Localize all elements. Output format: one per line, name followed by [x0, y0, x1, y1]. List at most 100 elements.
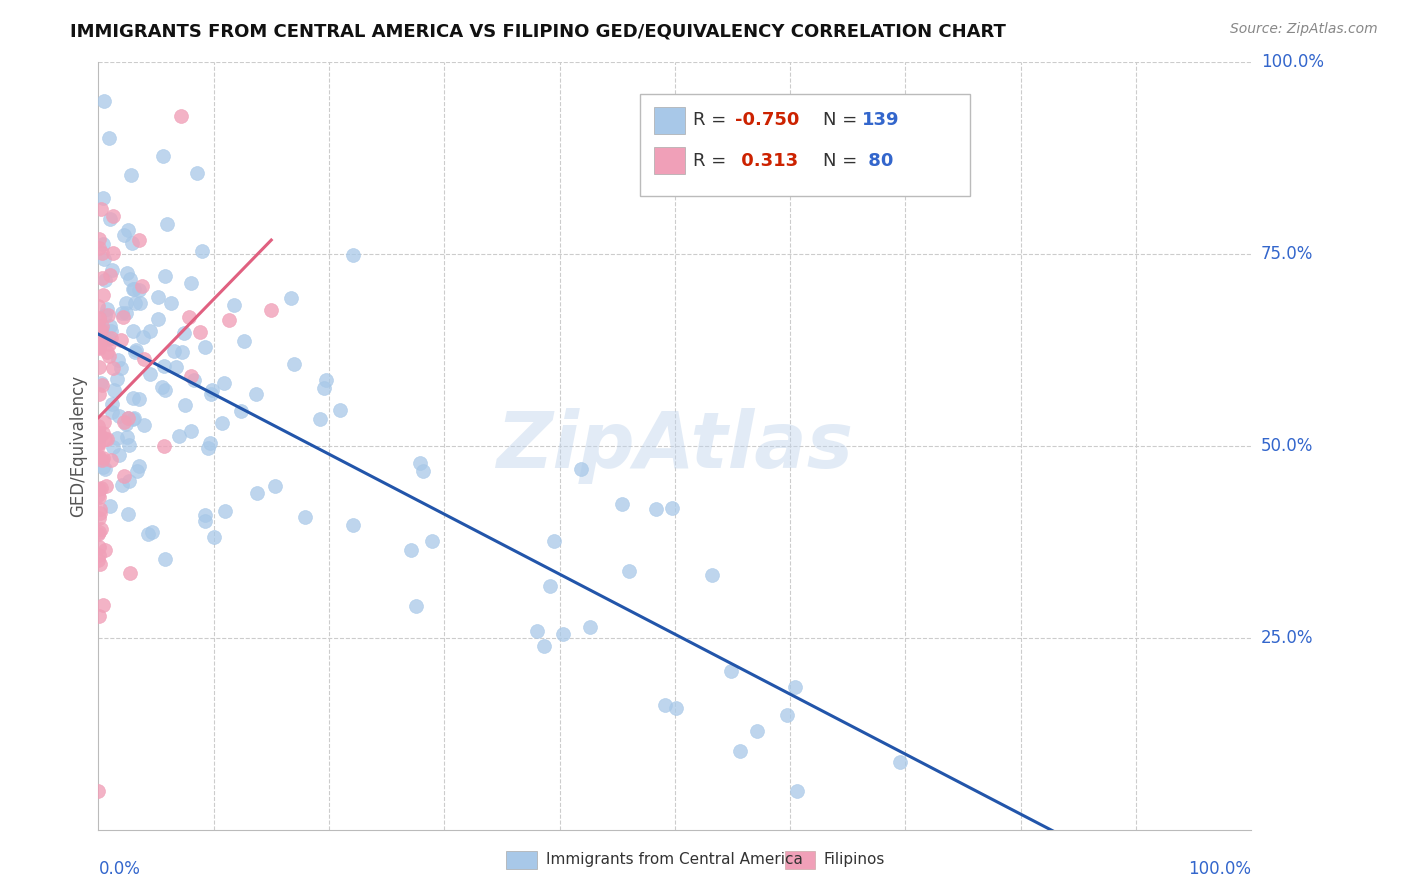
Point	[128, 392, 150, 406]
Point	[720, 664, 742, 678]
Point	[569, 462, 592, 476]
Point	[551, 627, 574, 641]
Text: R =: R =	[693, 112, 733, 129]
Point	[101, 360, 124, 375]
Text: 50.0%: 50.0%	[1261, 437, 1313, 455]
Point	[96, 301, 118, 316]
Point	[87, 359, 110, 374]
Point	[87, 608, 110, 623]
Point	[264, 479, 287, 493]
Point	[117, 410, 139, 425]
Point	[163, 343, 186, 358]
Point	[91, 288, 114, 302]
Point	[89, 548, 111, 562]
Point	[294, 510, 316, 524]
Point	[87, 419, 110, 434]
Point	[121, 235, 143, 250]
Point	[115, 306, 138, 320]
Point	[87, 337, 110, 351]
Point	[87, 439, 110, 453]
Text: 139: 139	[862, 112, 900, 129]
Point	[172, 344, 194, 359]
Point	[114, 468, 136, 483]
Point	[153, 384, 176, 398]
Point	[94, 308, 117, 322]
Point	[148, 312, 170, 326]
Point	[96, 344, 118, 359]
Point	[122, 324, 145, 338]
Point	[131, 279, 153, 293]
Point	[89, 541, 111, 555]
Point	[654, 698, 676, 712]
Text: 100.0%: 100.0%	[1261, 54, 1324, 71]
Point	[98, 332, 121, 346]
Point	[93, 460, 115, 475]
Text: ZipAtlas: ZipAtlas	[496, 408, 853, 484]
Point	[87, 436, 110, 450]
Point	[124, 296, 146, 310]
Point	[91, 246, 114, 260]
Point	[315, 373, 337, 387]
Point	[108, 409, 131, 424]
Point	[260, 303, 283, 318]
Point	[194, 508, 217, 523]
Point	[87, 426, 110, 441]
Point	[100, 453, 122, 467]
Point	[93, 94, 115, 108]
Point	[93, 273, 115, 287]
Point	[211, 416, 233, 430]
Point	[128, 233, 150, 247]
Point	[124, 345, 146, 359]
Point	[665, 700, 688, 714]
Point	[90, 481, 112, 495]
Point	[87, 553, 110, 567]
Point	[90, 376, 112, 390]
Point	[114, 417, 136, 432]
Point	[141, 524, 163, 539]
Point	[93, 191, 115, 205]
Point	[150, 379, 173, 393]
Point	[90, 318, 112, 333]
Text: N =: N =	[823, 152, 862, 169]
Point	[188, 326, 211, 340]
Point	[329, 403, 352, 417]
Point	[90, 522, 112, 536]
Point	[87, 323, 110, 337]
Point	[412, 464, 434, 478]
Point	[579, 620, 602, 634]
Point	[214, 504, 236, 518]
Point	[87, 526, 110, 541]
Point	[100, 263, 122, 277]
Point	[87, 429, 110, 443]
Point	[91, 236, 114, 251]
Point	[139, 324, 162, 338]
Point	[420, 534, 443, 549]
Point	[90, 202, 112, 216]
Point	[283, 357, 305, 371]
Point	[100, 324, 122, 338]
Point	[115, 266, 138, 280]
Point	[124, 282, 146, 296]
Point	[94, 543, 117, 558]
Point	[177, 310, 200, 324]
Point	[120, 272, 142, 286]
Point	[160, 295, 183, 310]
Point	[117, 507, 139, 521]
Point	[180, 368, 202, 383]
Point	[91, 426, 114, 441]
Text: 0.0%: 0.0%	[98, 860, 141, 878]
Point	[89, 310, 111, 325]
Point	[100, 405, 122, 419]
Point	[100, 268, 122, 282]
Point	[118, 437, 141, 451]
Point	[308, 411, 330, 425]
Point	[889, 755, 911, 769]
Point	[409, 456, 432, 470]
Point	[342, 518, 364, 533]
Point	[89, 557, 111, 571]
Point	[132, 330, 155, 344]
Point	[153, 552, 176, 566]
Point	[93, 332, 115, 346]
Point	[233, 334, 256, 348]
Point	[87, 341, 110, 355]
